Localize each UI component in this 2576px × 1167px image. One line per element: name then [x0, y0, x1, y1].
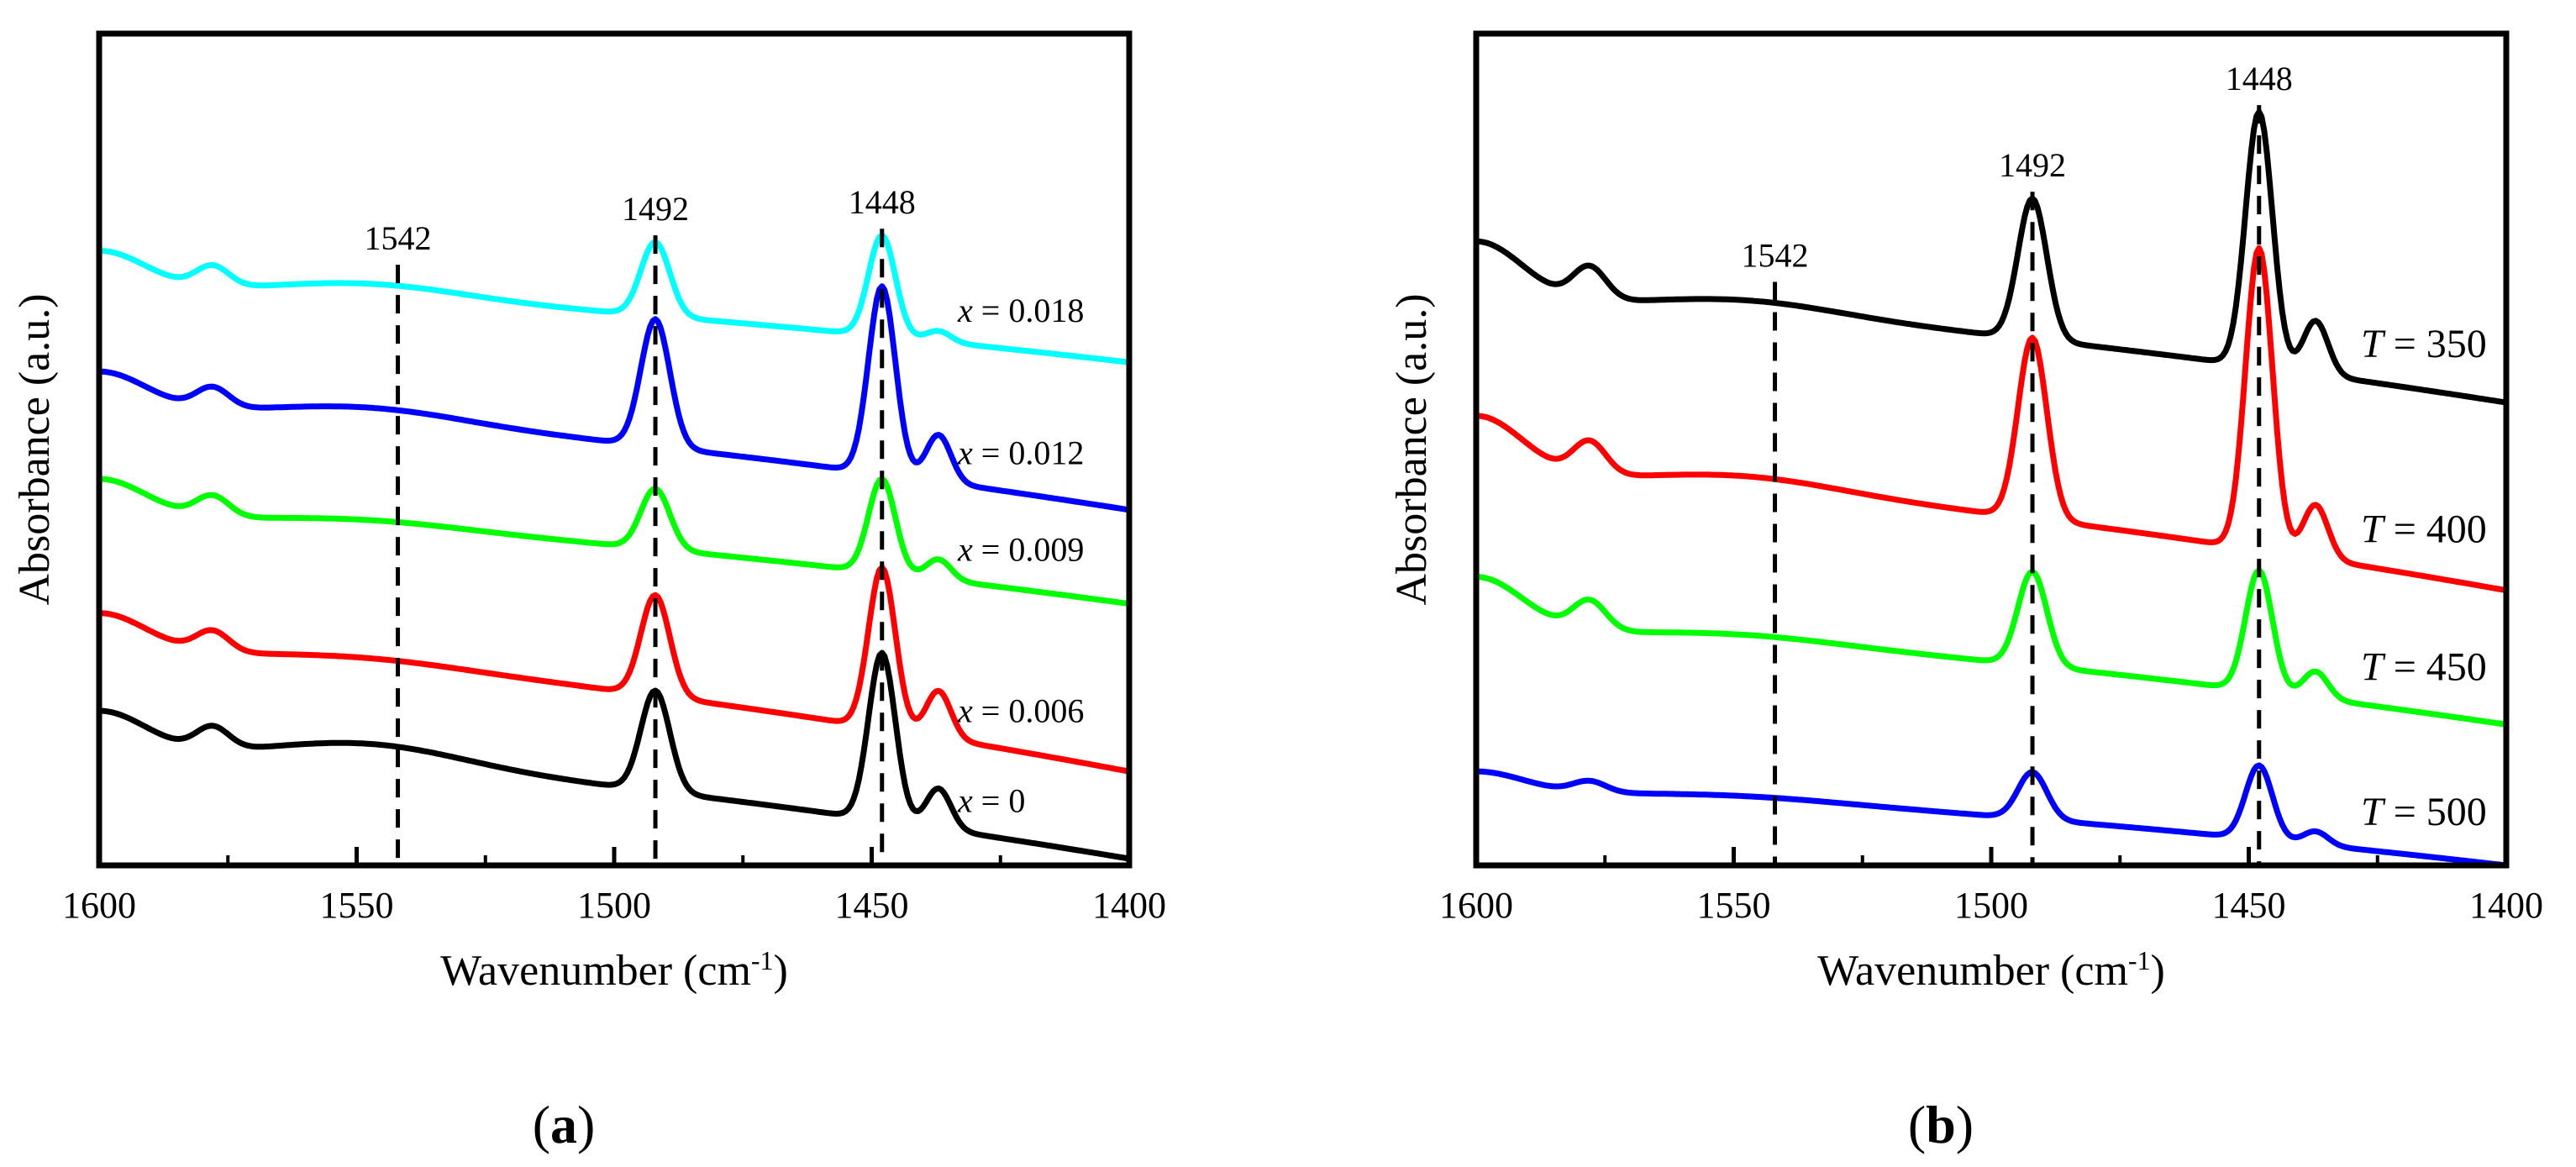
series-label-b-1: T = 400 — [2361, 507, 2487, 552]
x-tick-label-1450: 1450 — [2212, 885, 2286, 926]
series-label-eq: = — [973, 692, 1009, 730]
panel-label-b: (b) — [1908, 1095, 1974, 1154]
series-label-a-1: x = 0.012 — [957, 434, 1084, 472]
peak-label-1542: 1542 — [1742, 237, 1809, 275]
series-label-value: 0.012 — [1008, 434, 1084, 472]
series-label-a-2: x = 0.009 — [957, 530, 1084, 568]
x-tick-label-1400: 1400 — [2469, 885, 2543, 926]
x-axis-title-close-a: ) — [774, 947, 788, 995]
series-label-value: 450 — [2426, 645, 2487, 690]
panel-label-close-b: ) — [1956, 1095, 1974, 1154]
series-label-b-2: T = 450 — [2361, 645, 2487, 690]
series-label-a-0: x = 0.018 — [957, 292, 1084, 329]
x-axis-title-sup-b: -1 — [2128, 945, 2151, 975]
series-label-var: T — [2361, 790, 2386, 834]
series-label-eq: = — [973, 434, 1009, 472]
y-axis-title-b: Absorbance (a.u.) — [1388, 293, 1436, 605]
x-axis-title-text-a: Wavenumber (cm — [440, 947, 751, 995]
peak-label-1492: 1492 — [1999, 146, 2066, 184]
y-axis-title-a: Absorbance (a.u.) — [11, 293, 59, 605]
x-tick-label-1600: 1600 — [1439, 885, 1513, 926]
series-line-a-1 — [98, 283, 1130, 513]
x-axis-title-close-b: ) — [2151, 947, 2165, 995]
series-line-a-4 — [98, 649, 1130, 862]
series-label-var: x — [957, 530, 973, 568]
series-label-a-4: x = 0 — [957, 781, 1025, 819]
series-line-a-2 — [98, 476, 1130, 607]
panel-label-open-b: ( — [1908, 1095, 1926, 1154]
series-label-value: 0.006 — [1008, 692, 1084, 730]
peak-label-1448: 1448 — [849, 183, 916, 221]
x-tick-label-1600: 1600 — [62, 885, 136, 926]
panel-label-a: (a) — [533, 1095, 596, 1154]
series-label-var: T — [2361, 322, 2386, 366]
peak-label-1448: 1448 — [2226, 60, 2293, 97]
x-axis-title-text-b: Wavenumber (cm — [1817, 947, 2128, 995]
series-label-value: 350 — [2426, 322, 2487, 366]
series-line-b-2 — [1475, 567, 2507, 728]
series-label-var: T — [2361, 507, 2386, 552]
panel-label-open-a: ( — [533, 1095, 550, 1154]
reference-lines-b — [1773, 105, 2262, 865]
series-label-b-3: T = 500 — [2361, 790, 2487, 834]
series-line-b-1 — [1475, 244, 2507, 594]
series-label-value: 0 — [1008, 781, 1025, 819]
x-ticks-a: 1600 1550 1500 1450 1400 — [62, 847, 1166, 926]
series-label-eq: = — [2384, 645, 2426, 690]
series-label-a-3: x = 0.006 — [957, 692, 1084, 730]
panel-label-letter-a: a — [550, 1095, 577, 1154]
peak-labels-a: 1542 1492 1448 — [365, 183, 916, 257]
peak-labels-b: 1542 1492 1448 — [1742, 60, 2293, 274]
peak-label-1492: 1492 — [622, 190, 689, 228]
reference-lines-a — [396, 229, 885, 865]
series-group-b — [1475, 108, 2507, 869]
series-line-a-3 — [98, 565, 1130, 775]
x-axis-title-sup-a: -1 — [751, 945, 774, 975]
plot-frame-b — [1473, 30, 2510, 869]
series-label-eq: = — [2384, 790, 2426, 834]
peak-label-1542: 1542 — [365, 219, 432, 257]
panel-label-close-a: ) — [577, 1095, 595, 1154]
series-label-eq: = — [2384, 322, 2426, 366]
series-label-eq: = — [973, 292, 1009, 329]
x-tick-label-1400: 1400 — [1092, 885, 1166, 926]
panel-label-letter-b: b — [1926, 1095, 1956, 1154]
x-tick-label-1450: 1450 — [835, 885, 909, 926]
series-label-eq: = — [2384, 507, 2426, 552]
series-label-value: 0.009 — [1008, 530, 1084, 568]
series-label-eq: = — [973, 781, 1009, 819]
x-tick-label-1550: 1550 — [320, 885, 394, 926]
series-label-value: 400 — [2426, 507, 2487, 552]
series-group-a — [98, 232, 1130, 862]
x-tick-label-1500: 1500 — [577, 885, 651, 926]
x-axis-title-a: Wavenumber (cm-1) — [440, 945, 788, 995]
series-line-a-0 — [98, 232, 1130, 365]
x-tick-label-1500: 1500 — [1954, 885, 2028, 926]
x-ticks-b: 1600 1550 1500 1450 1400 — [1439, 847, 2543, 926]
series-label-b-0: T = 350 — [2361, 322, 2487, 366]
series-label-value: 0.018 — [1008, 292, 1084, 329]
series-label-var: x — [957, 434, 973, 472]
x-tick-label-1550: 1550 — [1697, 885, 1771, 926]
series-label-eq: = — [973, 530, 1009, 568]
series-label-var: T — [2361, 645, 2386, 690]
series-label-var: x — [957, 781, 973, 819]
series-label-var: x — [957, 292, 973, 329]
x-axis-title-b: Wavenumber (cm-1) — [1817, 945, 2165, 995]
series-line-b-0 — [1475, 108, 2507, 406]
series-line-b-3 — [1475, 762, 2507, 869]
series-label-value: 500 — [2426, 790, 2487, 834]
series-label-var: x — [957, 692, 973, 730]
